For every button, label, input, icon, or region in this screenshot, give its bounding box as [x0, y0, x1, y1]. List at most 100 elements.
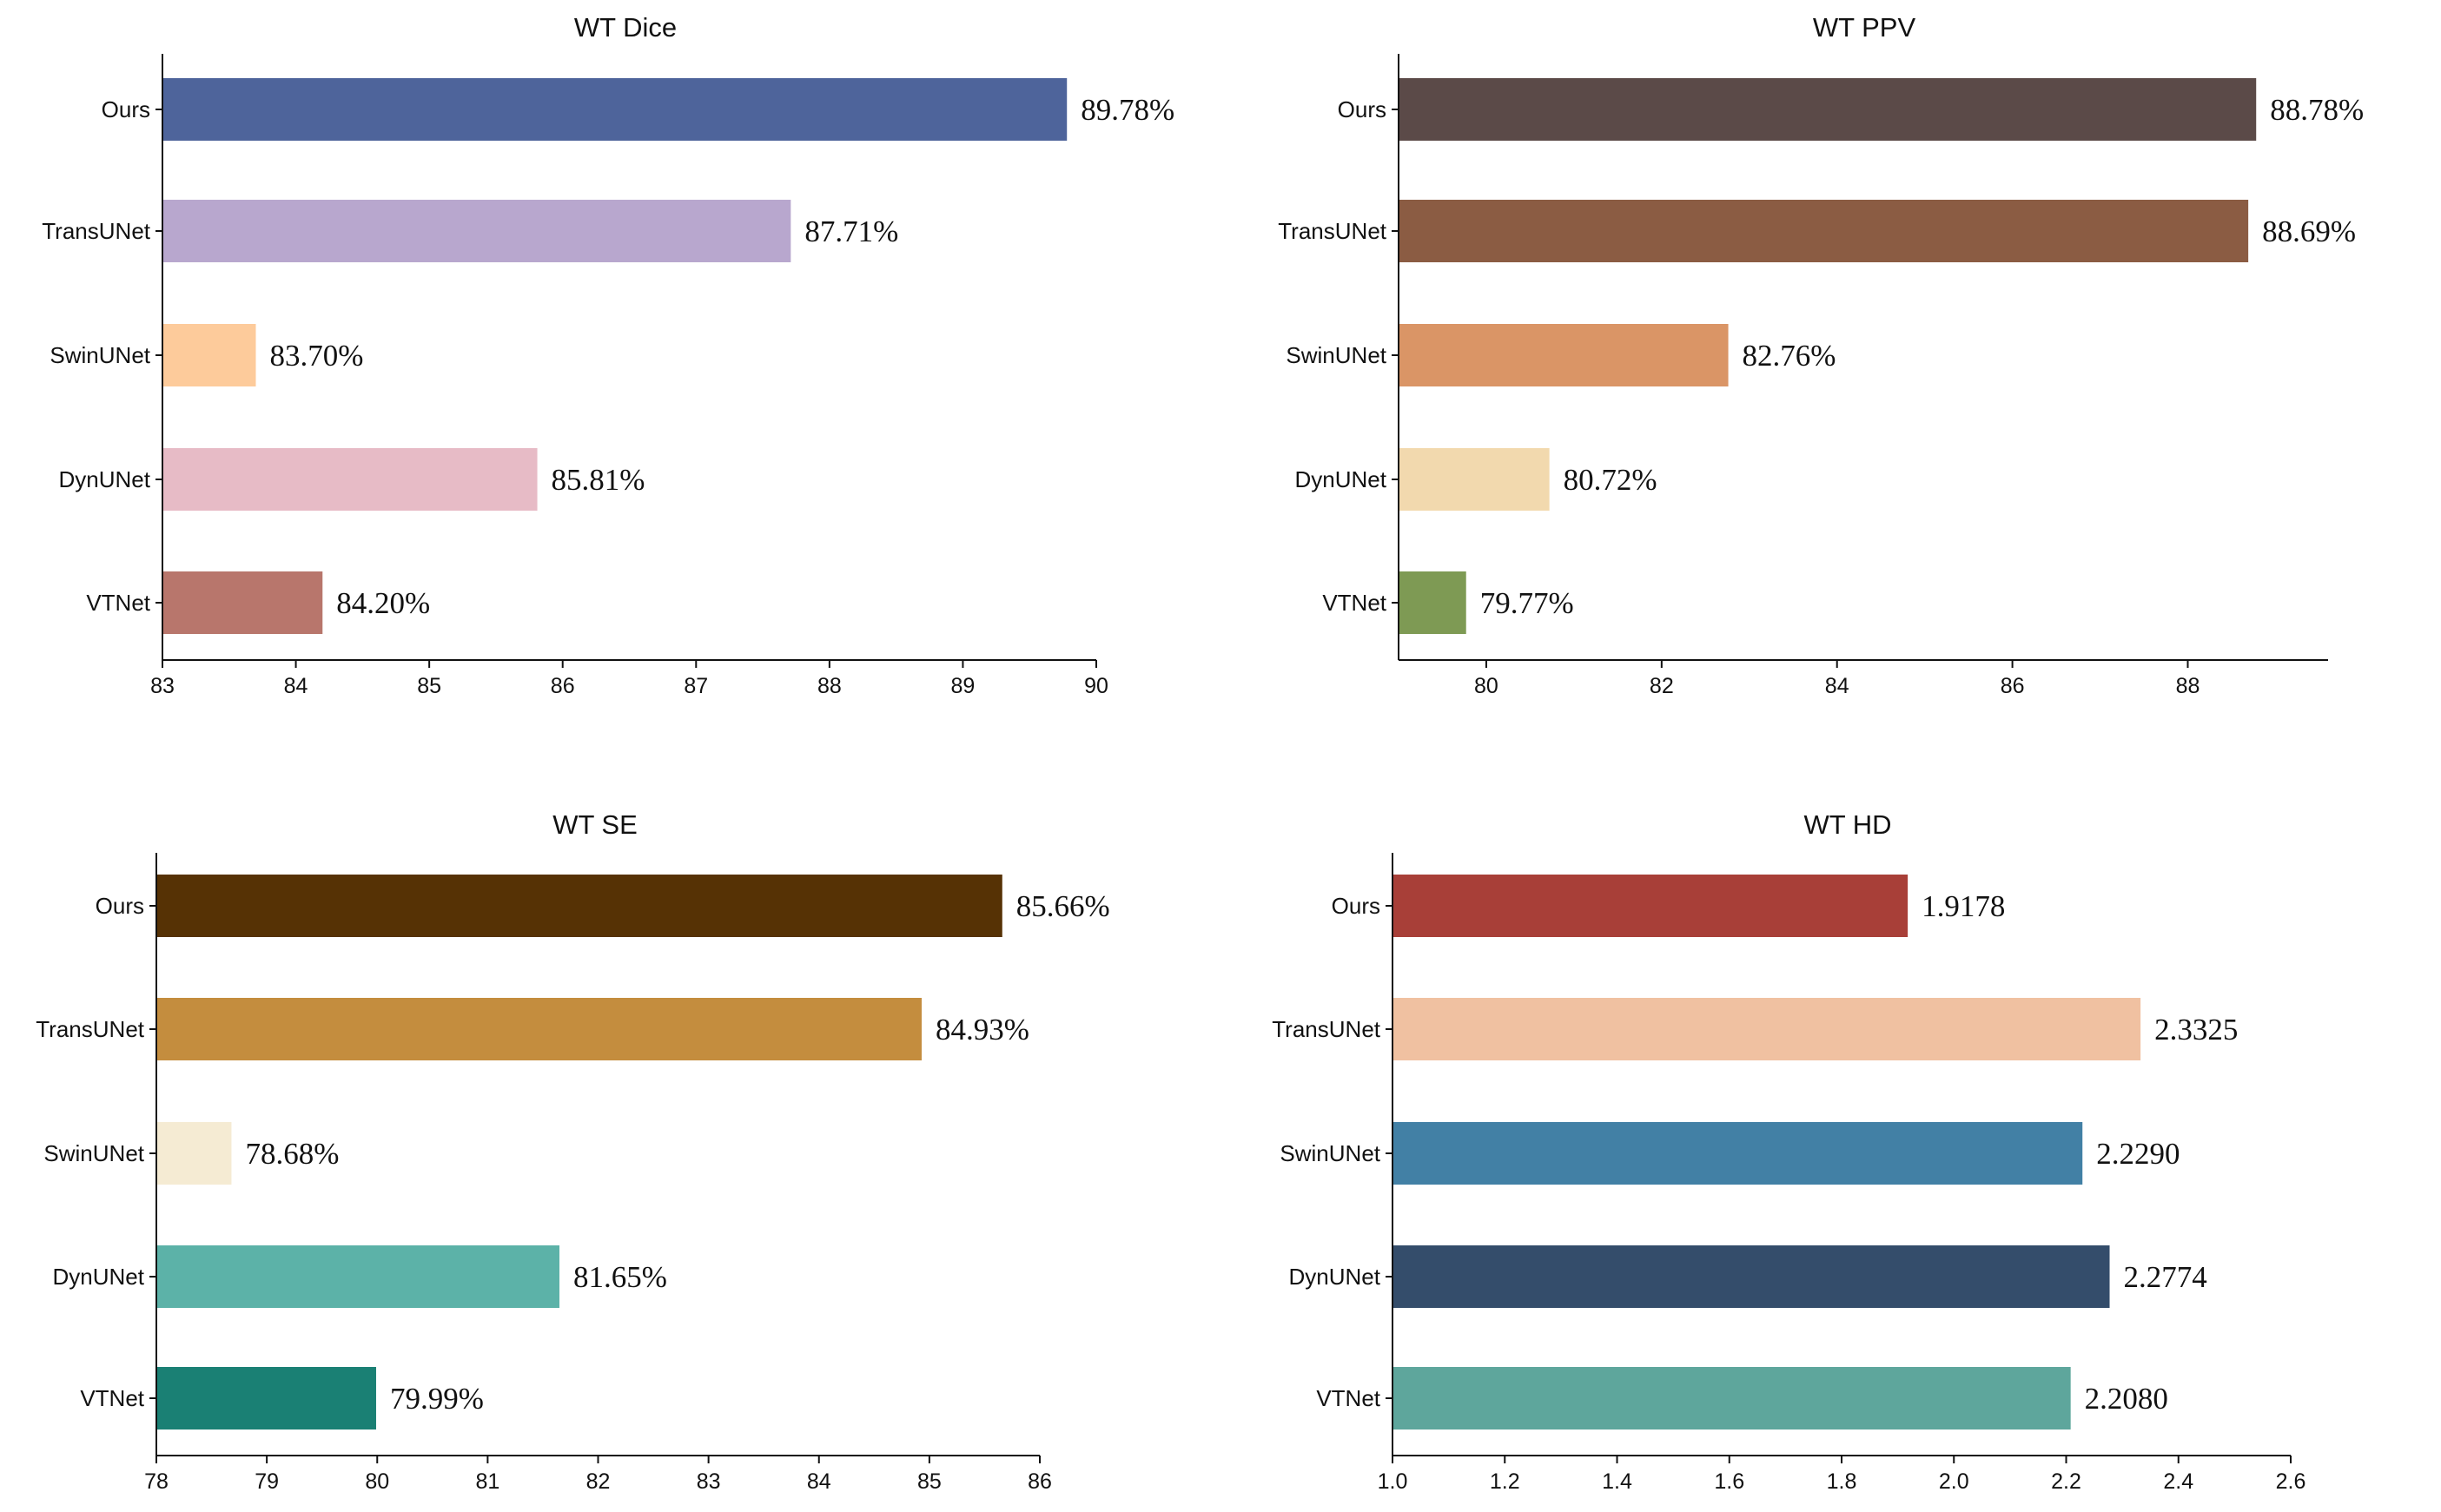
x-tick-label: 83 [697, 1469, 721, 1494]
x-tick-label: 80 [1474, 674, 1498, 698]
data-label: 84.93% [936, 1013, 1029, 1047]
x-tick-label: 1.8 [1827, 1469, 1857, 1494]
x-tick-label: 89 [951, 674, 976, 698]
x-tick-label: 84 [1825, 674, 1849, 698]
bar [1399, 200, 2249, 262]
x-tick-label: 81 [475, 1469, 499, 1494]
x-tick-label: 2.6 [2276, 1469, 2306, 1494]
category-label: TransUNet [1272, 1016, 1381, 1042]
bar [1392, 875, 1908, 937]
bar [1399, 324, 1729, 386]
category-label: DynUNet [1295, 466, 1387, 492]
category-label: TransUNet [36, 1016, 145, 1042]
category-label: VTNet [86, 590, 150, 616]
x-tick-label: 86 [551, 674, 575, 698]
x-tick-label: 83 [150, 674, 175, 698]
bar [156, 1122, 232, 1185]
category-label: DynUNet [59, 466, 151, 492]
category-label: VTNet [80, 1385, 144, 1411]
x-tick-label: 84 [807, 1469, 831, 1494]
data-label: 2.3325 [2154, 1013, 2238, 1047]
bar [1392, 998, 2141, 1060]
data-label: 84.20% [336, 586, 430, 620]
bar [1392, 1245, 2110, 1308]
category-label: DynUNet [53, 1264, 145, 1290]
x-tick-label: 87 [684, 674, 708, 698]
x-tick-label: 82 [586, 1469, 611, 1494]
bar [156, 1245, 560, 1308]
category-label: Ours [102, 96, 150, 122]
chart-panel-3: WT SE Ours 85.66% TransUNet 84.93% SwinUNet 78… [36, 809, 1109, 1494]
x-tick-label: 88 [2176, 674, 2200, 698]
category-label: Ours [96, 893, 144, 919]
data-label: 85.66% [1016, 889, 1110, 923]
category-label: VTNet [1322, 590, 1386, 616]
category-label: SwinUNet [1286, 342, 1386, 368]
bar [162, 324, 256, 386]
x-tick-label: 1.0 [1378, 1469, 1408, 1494]
chart-panel-4: WT HD Ours 1.9178 TransUNet 2.3325 SwinUNet 2.… [1272, 809, 2305, 1494]
data-label: 1.9178 [1922, 889, 2005, 923]
x-tick-label: 88 [817, 674, 842, 698]
chart-title: WT HD [1803, 809, 1891, 840]
chart-panel-2: WT PPV Ours 88.78% TransUNet 88.69% SwinUNet 8… [1278, 12, 2364, 698]
bar [162, 448, 538, 511]
x-tick-label: 79 [255, 1469, 279, 1494]
x-tick-label: 84 [284, 674, 308, 698]
bar [156, 1367, 376, 1429]
bar [1399, 78, 2257, 141]
x-tick-label: 80 [365, 1469, 389, 1494]
category-label: SwinUNet [50, 342, 150, 368]
data-label: 79.99% [390, 1382, 484, 1416]
category-label: SwinUNet [1280, 1140, 1380, 1166]
x-tick-label: 86 [1028, 1469, 1052, 1494]
chart-title: WT Dice [574, 12, 677, 43]
data-label: 88.69% [2262, 215, 2356, 248]
data-label: 2.2080 [2085, 1382, 2168, 1416]
category-label: SwinUNet [43, 1140, 144, 1166]
category-label: Ours [1332, 893, 1380, 919]
category-label: DynUNet [1289, 1264, 1381, 1290]
data-label: 2.2774 [2124, 1260, 2207, 1294]
x-tick-label: 1.6 [1714, 1469, 1744, 1494]
data-label: 80.72% [1564, 463, 1657, 497]
data-label: 85.81% [552, 463, 645, 497]
bar [1392, 1367, 2071, 1429]
x-tick-label: 2.2 [2051, 1469, 2081, 1494]
bar [1399, 571, 1466, 634]
bar [156, 998, 922, 1060]
data-label: 88.78% [2270, 93, 2364, 127]
x-tick-label: 2.0 [1939, 1469, 1969, 1494]
data-label: 81.65% [573, 1260, 667, 1294]
chart-title: WT PPV [1813, 12, 1916, 43]
x-tick-label: 78 [144, 1469, 169, 1494]
category-label: TransUNet [42, 218, 151, 244]
chart-panel-1: WT Dice Ours 89.78% TransUNet 87.71% SwinUNet… [42, 12, 1174, 698]
data-label: 2.2290 [2096, 1137, 2180, 1171]
x-tick-label: 85 [417, 674, 441, 698]
x-tick-label: 1.2 [1490, 1469, 1520, 1494]
x-tick-label: 86 [2001, 674, 2025, 698]
category-label: TransUNet [1278, 218, 1387, 244]
data-label: 78.68% [245, 1137, 339, 1171]
data-label: 89.78% [1081, 93, 1174, 127]
category-label: VTNet [1316, 1385, 1380, 1411]
bar [162, 200, 791, 262]
x-tick-label: 90 [1084, 674, 1108, 698]
x-tick-label: 1.4 [1602, 1469, 1632, 1494]
bar [156, 875, 1002, 937]
category-label: Ours [1338, 96, 1386, 122]
data-label: 87.71% [804, 215, 898, 248]
data-label: 79.77% [1480, 586, 1574, 620]
bar [162, 78, 1068, 141]
x-tick-label: 82 [1650, 674, 1674, 698]
bar [1392, 1122, 2083, 1185]
x-tick-label: 2.4 [2163, 1469, 2193, 1494]
data-label: 82.76% [1743, 339, 1836, 373]
chart-title: WT SE [552, 809, 638, 840]
data-label: 83.70% [270, 339, 364, 373]
bar [1399, 448, 1550, 511]
x-tick-label: 85 [917, 1469, 942, 1494]
bar [162, 571, 323, 634]
